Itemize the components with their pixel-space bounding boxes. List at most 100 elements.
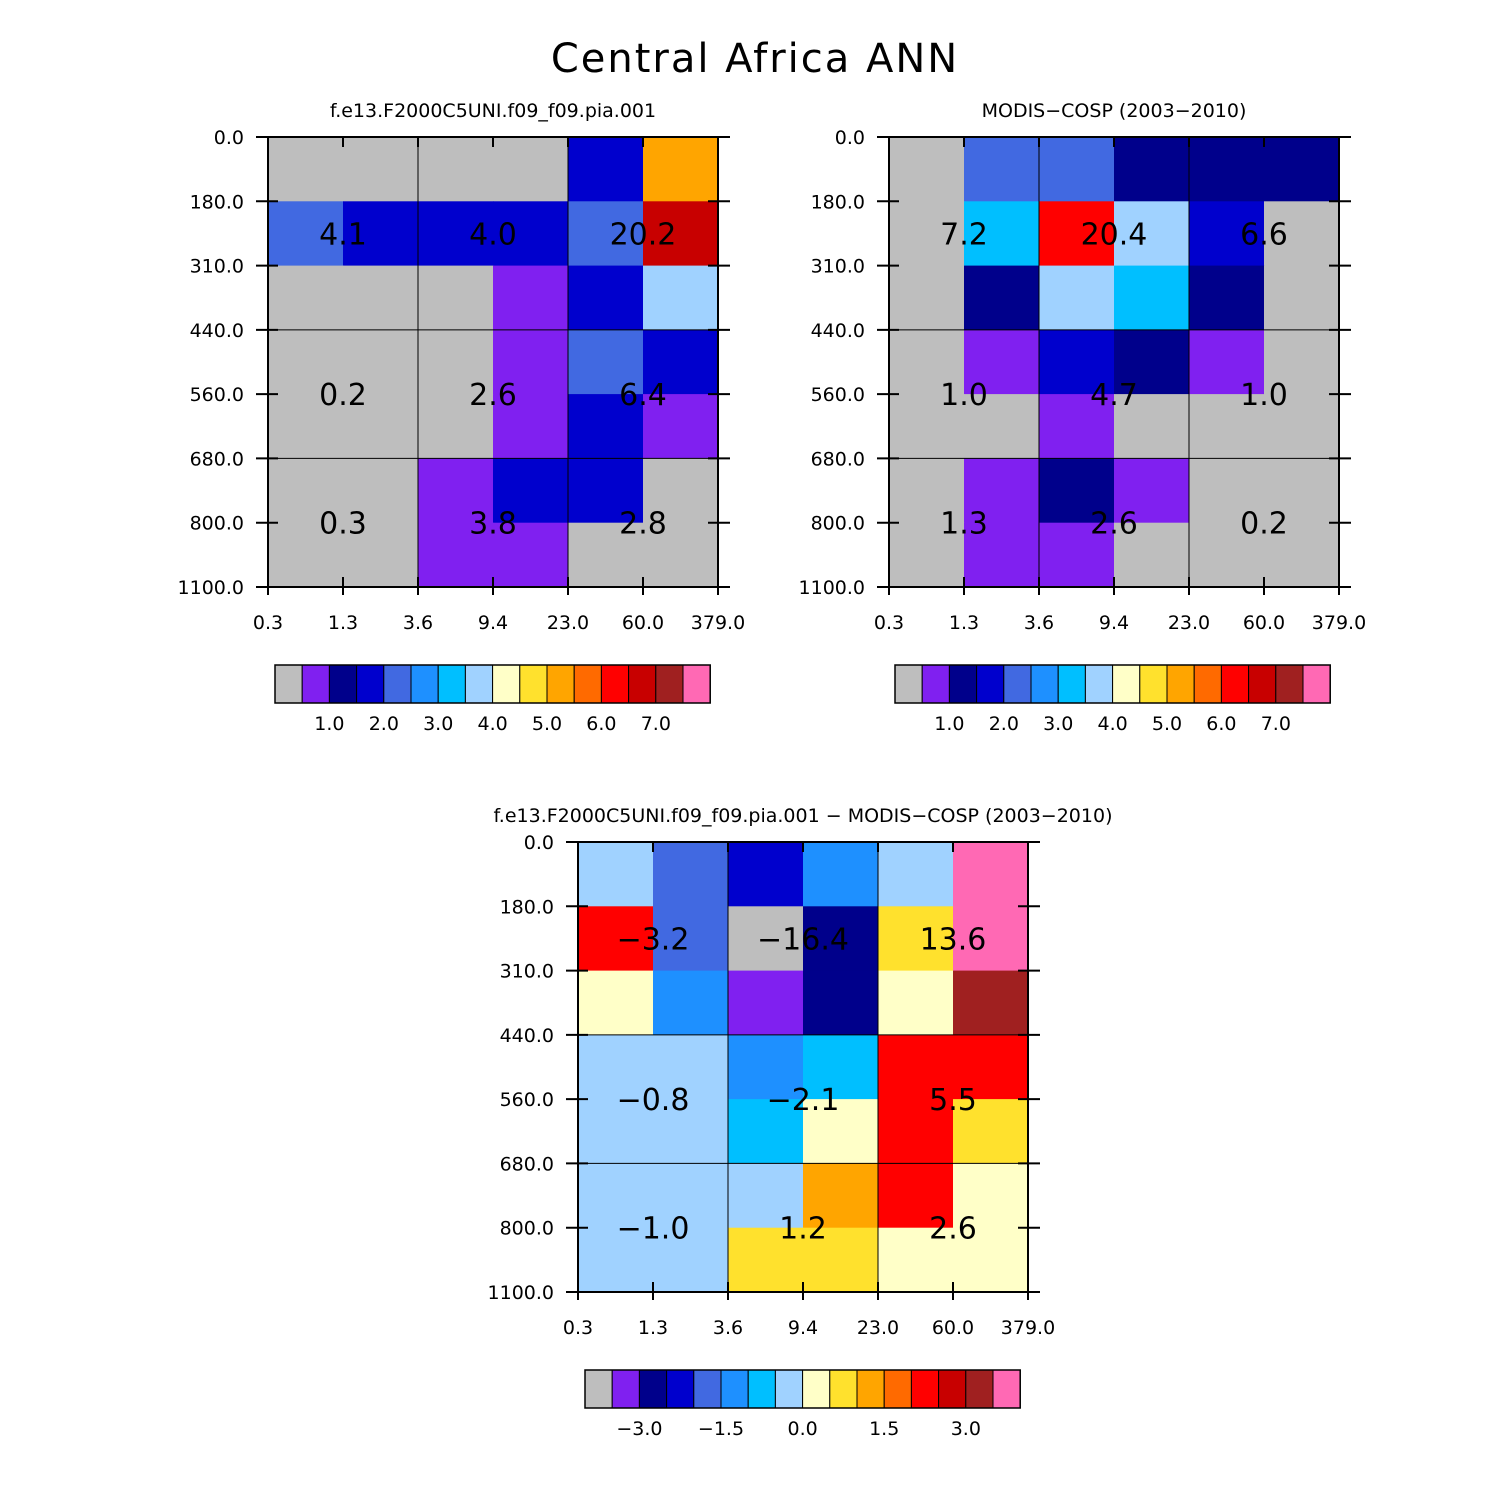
heatmap-cell	[653, 906, 729, 972]
colorbar-swatch	[628, 664, 657, 704]
x-tick-label: 0.3	[253, 612, 283, 634]
group-value-label: 4.0	[469, 217, 517, 252]
colorbar-swatch	[894, 664, 923, 704]
y-tick-label: 180.0	[190, 191, 244, 213]
colorbar-swatch	[948, 664, 978, 704]
y-tick-label: 310.0	[190, 256, 244, 278]
group-value-label: 0.2	[319, 378, 367, 413]
heatmap-cell	[1114, 522, 1190, 588]
heatmap-cell	[878, 1099, 954, 1164]
group-value-label: 2.6	[1090, 507, 1138, 542]
group-value-label: 7.2	[940, 217, 988, 252]
heatmap-cell	[964, 265, 1040, 331]
heatmap-cell	[643, 394, 719, 459]
heatmap-cell	[643, 137, 719, 202]
group-value-label: −3.2	[617, 922, 690, 957]
heatmap-cell	[803, 970, 879, 1036]
heatmap-cell	[1189, 329, 1265, 395]
heatmap-cell	[1114, 329, 1190, 395]
heatmap-cell	[953, 906, 1029, 972]
heatmap-cell	[1039, 137, 1115, 202]
colorbar-swatch	[611, 1369, 640, 1409]
y-tick-label: 800.0	[811, 513, 865, 535]
heatmap-cell	[643, 201, 719, 267]
x-tick-label: 3.6	[403, 612, 433, 634]
y-tick-label: 560.0	[190, 384, 244, 406]
heatmap-cell	[653, 970, 729, 1036]
heatmap-cell	[268, 394, 344, 459]
colorbar-swatch	[1003, 664, 1032, 704]
colorbar-swatch	[655, 664, 684, 704]
heatmap-cell	[1189, 522, 1265, 588]
y-tick-label: 800.0	[190, 513, 244, 535]
heatmap-panel-3: f.e13.F2000C5UNI.f09_f09.pia.001 − MODIS…	[488, 805, 1113, 1440]
heatmap-cell	[889, 394, 965, 459]
colorbar-label: 1.0	[314, 713, 344, 735]
colorbar-swatch	[910, 1369, 940, 1409]
heatmap-cell	[643, 522, 719, 588]
colorbar-label: 5.0	[1152, 713, 1182, 735]
heatmap-cell	[418, 265, 494, 331]
group-value-label: 6.6	[1240, 217, 1288, 252]
y-tick-label: 440.0	[190, 320, 244, 342]
heatmap-cell	[568, 137, 644, 202]
heatmap-cell	[268, 265, 344, 331]
heatmap-cell	[343, 458, 419, 524]
panel-title: f.e13.F2000C5UNI.f09_f09.pia.001 − MODIS…	[493, 805, 1112, 827]
x-tick-label: 60.0	[932, 1317, 974, 1339]
y-tick-label: 440.0	[500, 1025, 554, 1047]
heatmap-cell	[653, 1099, 729, 1164]
heatmap-cell	[1264, 137, 1340, 202]
x-tick-label: 23.0	[857, 1317, 899, 1339]
x-tick-label: 379.0	[1312, 612, 1366, 634]
colorbar-swatch	[921, 664, 950, 704]
heatmap-cell	[643, 458, 719, 524]
heatmap-cell	[493, 458, 569, 524]
colorbar-swatch	[682, 664, 711, 704]
heatmap-cell	[878, 906, 954, 972]
figure-title: Central Africa ANN	[551, 36, 959, 82]
heatmap-cell	[653, 842, 729, 907]
y-tick-label: 0.0	[214, 127, 244, 149]
colorbar-swatch	[1275, 664, 1304, 704]
x-tick-label: 1.3	[328, 612, 358, 634]
panel-title: f.e13.F2000C5UNI.f09_f09.pia.001	[330, 100, 656, 122]
heatmap-cell	[578, 1227, 654, 1293]
heatmap-cell	[728, 842, 804, 907]
colorbar-swatch	[1112, 664, 1141, 704]
heatmap-cell	[493, 329, 569, 395]
heatmap-cell	[878, 842, 954, 907]
colorbar-swatch	[301, 664, 330, 704]
colorbar-swatch	[802, 1369, 831, 1409]
heatmap-cell	[728, 970, 804, 1036]
x-tick-label: 1.3	[638, 1317, 668, 1339]
group-value-label: 2.6	[469, 378, 517, 413]
colorbar-swatch	[1166, 664, 1195, 704]
heatmap-cell	[1039, 265, 1115, 331]
heatmap-cell	[728, 1034, 804, 1100]
group-value-label: 1.3	[940, 507, 988, 542]
heatmap-cell	[643, 329, 719, 395]
group-value-label: −16.4	[757, 922, 849, 957]
colorbar-label: 2.0	[369, 713, 399, 735]
group-value-label: 1.2	[779, 1212, 827, 1247]
group-value-label: 3.8	[469, 507, 517, 542]
heatmap-cell	[964, 201, 1040, 267]
heatmap-cell	[1264, 394, 1340, 459]
heatmap-cell	[268, 201, 344, 267]
heatmap-cell	[728, 906, 804, 972]
y-tick-label: 440.0	[811, 320, 865, 342]
heatmap-panel-2: MODIS−COSP (2003−2010) 7.2 20.4 6.6 1.0 4.7 1.…	[799, 100, 1367, 735]
heatmap-cell	[343, 522, 419, 588]
heatmap-cell	[1114, 137, 1190, 202]
colorbar-label: −3.0	[616, 1418, 662, 1440]
heatmap-cell	[964, 522, 1040, 588]
heatmap-cell	[418, 394, 494, 459]
colorbar-swatch	[1248, 664, 1277, 704]
heatmap-cell	[889, 265, 965, 331]
heatmap-cell	[1039, 458, 1115, 524]
colorbar-label: 3.0	[951, 1418, 981, 1440]
heatmap-cell	[964, 394, 1040, 459]
x-tick-label: 379.0	[1001, 1317, 1055, 1339]
heatmap-cell	[418, 137, 494, 202]
